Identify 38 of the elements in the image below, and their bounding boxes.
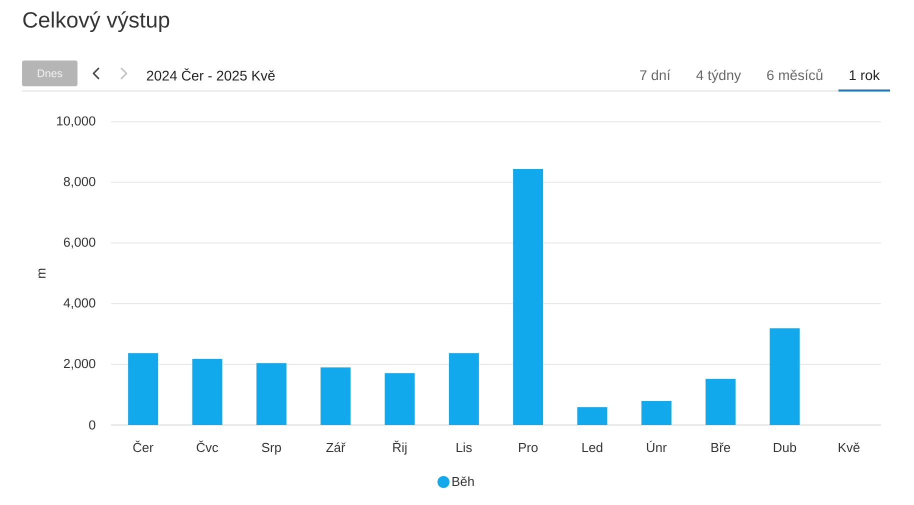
bar xyxy=(320,367,351,425)
bar xyxy=(384,373,415,425)
y-tick-label: 0 xyxy=(89,420,96,430)
x-tick-label: Dub xyxy=(774,442,796,452)
x-tick-label: Řij xyxy=(393,440,406,455)
bar xyxy=(192,358,222,425)
text: 6 měsíců xyxy=(767,68,822,80)
x-tick-label: Bře xyxy=(712,442,730,452)
bar xyxy=(641,401,672,425)
legend-label: Běh xyxy=(452,476,474,486)
x-tick-label: Lis xyxy=(456,442,472,452)
x-tick-label: Únr xyxy=(646,440,667,452)
y-tick-label: 4,000 xyxy=(64,298,96,310)
y-tick-label: 2,000 xyxy=(64,358,96,370)
bar xyxy=(577,407,608,425)
chart-subtitle: 2024 Čer - 2025 Kvě xyxy=(146,68,275,81)
y-axis-title: m xyxy=(38,268,46,278)
x-tick-label: Pro xyxy=(519,443,538,452)
y-tick-label: 8,000 xyxy=(64,176,96,188)
text: Dnes xyxy=(38,70,62,78)
y-tick-label: 10,000 xyxy=(57,116,96,128)
chart-title: Celkový výstup xyxy=(23,11,170,32)
bar xyxy=(128,353,158,425)
x-tick-label: Led xyxy=(582,442,602,452)
bar xyxy=(513,169,544,425)
text: 4 týdny xyxy=(696,70,742,83)
bar xyxy=(706,378,736,425)
x-tick-label: Kvě xyxy=(838,442,860,452)
x-tick-label: Zář xyxy=(326,442,346,452)
text: 7 dní xyxy=(640,70,670,80)
x-tick-label: Čer xyxy=(133,440,154,452)
bar xyxy=(256,363,286,425)
bar xyxy=(448,353,479,425)
x-tick-label: Srp xyxy=(262,442,281,455)
bar xyxy=(770,328,800,425)
x-tick-label: Čvc xyxy=(196,440,218,452)
text: 1 rok xyxy=(850,70,880,80)
y-tick-label: 6,000 xyxy=(64,238,96,248)
